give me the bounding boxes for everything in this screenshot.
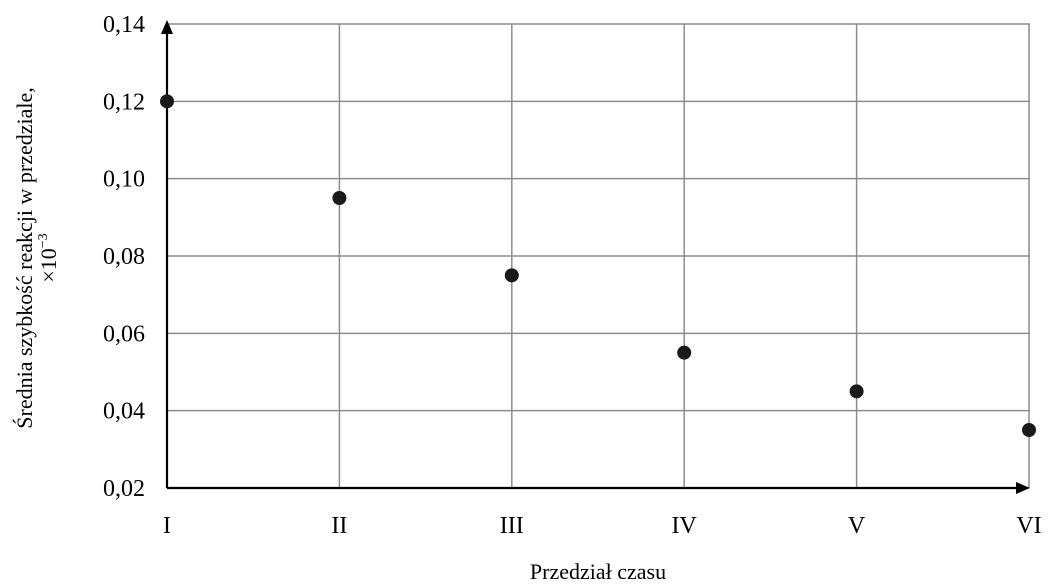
y-tick-label: 0,08: [103, 244, 145, 270]
y-tick-labels: 0,02 0,04 0,06 0,08 0,10 0,12 0,14: [103, 12, 145, 502]
x-axis-title: Przedział czasu: [530, 559, 666, 584]
y-tick-label: 0,04: [103, 399, 145, 425]
data-points: [160, 94, 1036, 437]
x-tick-label: IV: [672, 513, 698, 539]
y-axis-title-line2: ×10−3: [36, 233, 61, 282]
data-point: [160, 94, 174, 109]
x-axis-arrow: [1016, 482, 1030, 494]
y-axis-exponent: −3: [36, 233, 51, 248]
y-tick-label: 0,06: [103, 321, 145, 347]
x-tick-label: III: [500, 513, 524, 539]
data-point: [504, 268, 519, 283]
x-tick-labels: I II III IV V VI: [163, 513, 1042, 539]
data-point: [1022, 423, 1036, 437]
x-tick-label: V: [848, 513, 866, 539]
y-tick-label: 0,02: [103, 476, 145, 502]
data-point: [849, 384, 864, 399]
data-point: [677, 345, 692, 360]
x-tick-label: II: [331, 513, 347, 539]
data-point: [332, 191, 347, 205]
x-tick-label: I: [163, 513, 171, 539]
y-axis-multiplier: ×10: [36, 248, 61, 282]
y-axis-title-line1: Średnia szybkość reakcji w przedziale,: [12, 87, 37, 428]
y-tick-label: 0,10: [103, 167, 145, 193]
y-axis-title: Średnia szybkość reakcji w przedziale, ×…: [12, 87, 61, 428]
x-tick-label: VI: [1016, 513, 1041, 539]
y-tick-label: 0,12: [103, 89, 145, 115]
gridlines: [167, 23, 1030, 488]
axes: [161, 20, 1030, 494]
y-tick-label: 0,14: [103, 12, 145, 38]
y-axis-arrow: [161, 20, 173, 34]
